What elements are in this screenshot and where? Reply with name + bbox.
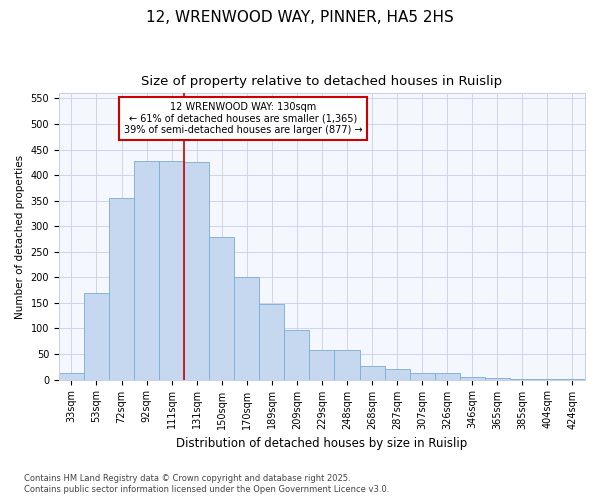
Title: Size of property relative to detached houses in Ruislip: Size of property relative to detached ho… [142, 75, 503, 88]
Bar [359, 366, 385, 380]
Bar [410, 373, 434, 380]
Bar [510, 378, 535, 380]
Bar [134, 161, 159, 380]
Bar [84, 292, 109, 380]
Bar [334, 350, 359, 380]
Bar [310, 350, 334, 380]
Bar [209, 238, 234, 380]
Bar [259, 304, 284, 380]
Text: 12, WRENWOOD WAY, PINNER, HA5 2HS: 12, WRENWOOD WAY, PINNER, HA5 2HS [146, 10, 454, 25]
X-axis label: Distribution of detached houses by size in Ruislip: Distribution of detached houses by size … [176, 437, 467, 450]
Bar [560, 379, 585, 380]
Bar [184, 162, 209, 380]
Y-axis label: Number of detached properties: Number of detached properties [15, 154, 25, 318]
Bar [535, 379, 560, 380]
Bar [434, 373, 460, 380]
Bar [159, 161, 184, 380]
Bar [109, 198, 134, 380]
Text: 12 WRENWOOD WAY: 130sqm
← 61% of detached houses are smaller (1,365)
39% of semi: 12 WRENWOOD WAY: 130sqm ← 61% of detache… [124, 102, 362, 135]
Bar [234, 278, 259, 380]
Bar [485, 378, 510, 380]
Text: Contains HM Land Registry data © Crown copyright and database right 2025.
Contai: Contains HM Land Registry data © Crown c… [24, 474, 389, 494]
Bar [284, 330, 310, 380]
Bar [460, 377, 485, 380]
Bar [59, 374, 84, 380]
Bar [385, 370, 410, 380]
